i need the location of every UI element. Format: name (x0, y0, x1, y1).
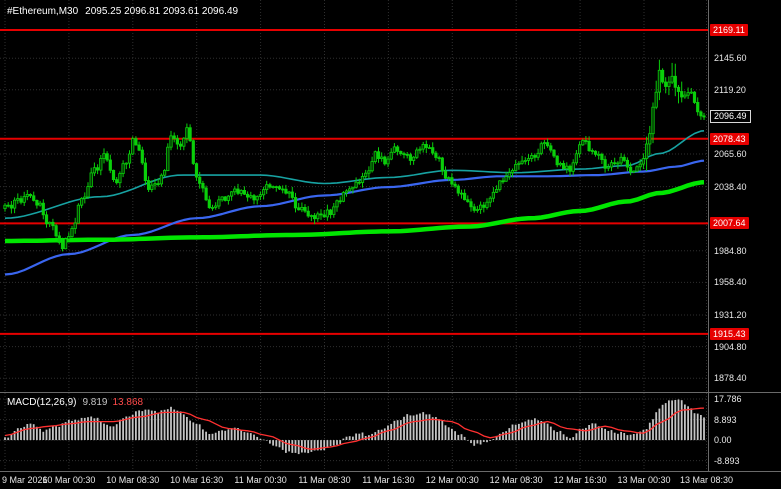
macd-signal-line (4, 407, 705, 450)
time-axis[interactable]: 9 Mar 2026 10 Mar 00:30 10 Mar 08:30 10 Mar… (0, 473, 781, 489)
symbol-timeframe-label: #Ethereum,M30 (7, 6, 79, 17)
price-axis-label: 1958.40 (714, 277, 747, 287)
price-axis-label: 2038.40 (714, 182, 747, 192)
macd-name: MACD(12,26,9) (7, 397, 77, 408)
macd-indicator-label: MACD(12,26,9) 9.819 13.868 (7, 397, 143, 408)
time-axis-label: 10 Mar 16:30 (170, 475, 224, 485)
time-axis-label: 11 Mar 08:30 (298, 475, 351, 485)
macd-main-value: 9.819 (82, 397, 108, 408)
macd-grid-lines (0, 393, 708, 471)
time-axis-label: 13 Mar 08:30 (679, 475, 734, 485)
level-price-label: 2078.43 (710, 133, 749, 145)
time-axis-separator (0, 471, 781, 472)
price-axis-label: 2145.60 (714, 53, 747, 63)
time-axis-label: 12 Mar 08:30 (489, 475, 543, 485)
price-axis-label: 2119.20 (714, 85, 746, 95)
ohlc-values: 2095.25 2096.81 2093.61 2096.49 (85, 6, 239, 17)
price-axis[interactable]: 2145.60 2119.20 2065.60 2038.40 1984.80 1958.… (708, 0, 781, 471)
time-axis-label: 10 Mar 00:30 (42, 475, 96, 485)
price-axis-label: 1984.80 (714, 246, 747, 256)
time-axis-label: 12 Mar 00:30 (425, 475, 479, 485)
macd-chart-canvas[interactable] (0, 393, 708, 471)
macd-axis-label: -8.893 (714, 456, 740, 466)
macd-axis-label: 0.00 (714, 435, 732, 445)
candlestick-bodies (3, 69, 706, 250)
time-axis-label: 10 Mar 08:30 (106, 475, 160, 485)
time-axis-label: 11 Mar 00:30 (234, 475, 287, 485)
price-axis-label: 1931.20 (714, 310, 747, 320)
chart-header: #Ethereum,M30 2095.25 2096.81 2093.61 209… (7, 6, 238, 17)
ma-slow-green (5, 180, 705, 244)
panel-separator[interactable] (0, 392, 781, 393)
level-price-label: 2007.64 (710, 217, 749, 229)
macd-histogram (4, 399, 705, 455)
level-price-label: 2169.11 (710, 24, 748, 36)
time-axis-label: 11 Mar 16:30 (362, 475, 415, 485)
support-resistance-lines[interactable] (0, 29, 708, 335)
grid-lines (0, 0, 708, 392)
time-axis-label: 12 Mar 16:30 (553, 475, 607, 485)
level-price-label: 1915.43 (710, 328, 749, 340)
current-price-label: 2096.49 (710, 110, 751, 123)
time-axis-label: 9 Mar 2026 (2, 475, 48, 485)
macd-signal-value: 13.868 (112, 397, 144, 408)
macd-axis-label: 17.786 (714, 394, 742, 404)
price-axis-label: 1904.80 (714, 342, 747, 352)
ma-mid-blue (4, 159, 705, 276)
macd-axis-label: 8.893 (714, 415, 737, 425)
price-chart-canvas[interactable] (0, 0, 708, 392)
price-axis-label: 1878.40 (714, 373, 747, 383)
time-axis-label: 13 Mar 00:30 (617, 475, 671, 485)
price-axis-label: 2065.60 (714, 149, 747, 159)
